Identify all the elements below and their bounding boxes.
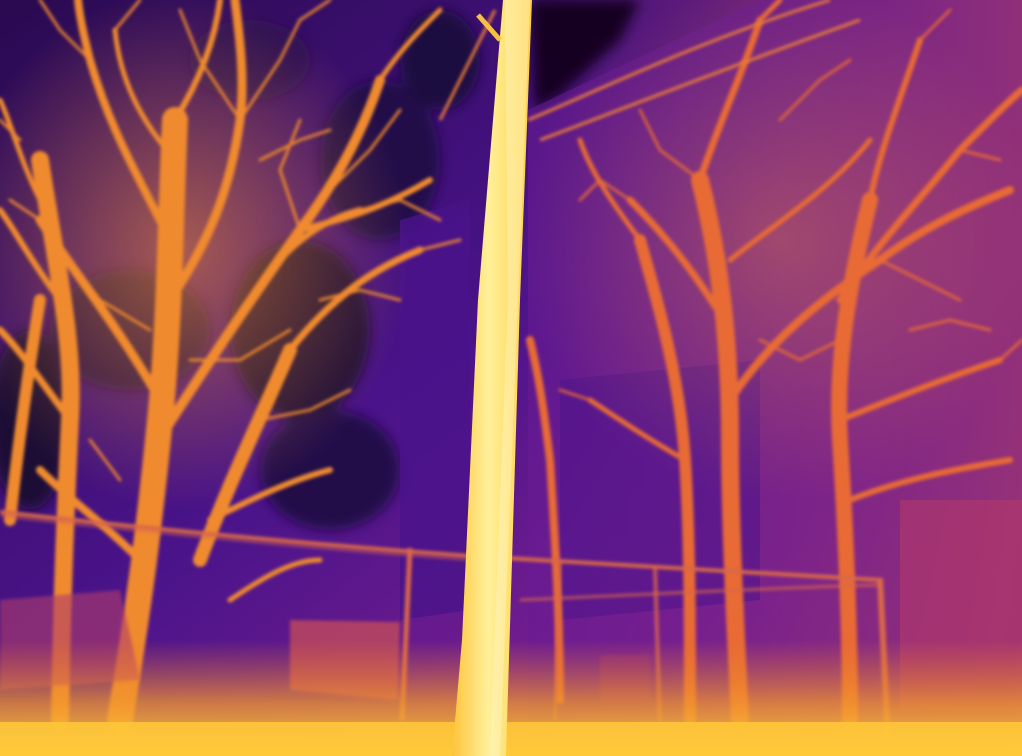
left-trees (0, 0, 462, 733)
right-trees (526, 0, 1022, 729)
hot-ground-edge (0, 722, 1022, 756)
tree-glow (0, 0, 1022, 510)
overhead-wires (438, 0, 861, 142)
utility-pole (452, 0, 532, 756)
